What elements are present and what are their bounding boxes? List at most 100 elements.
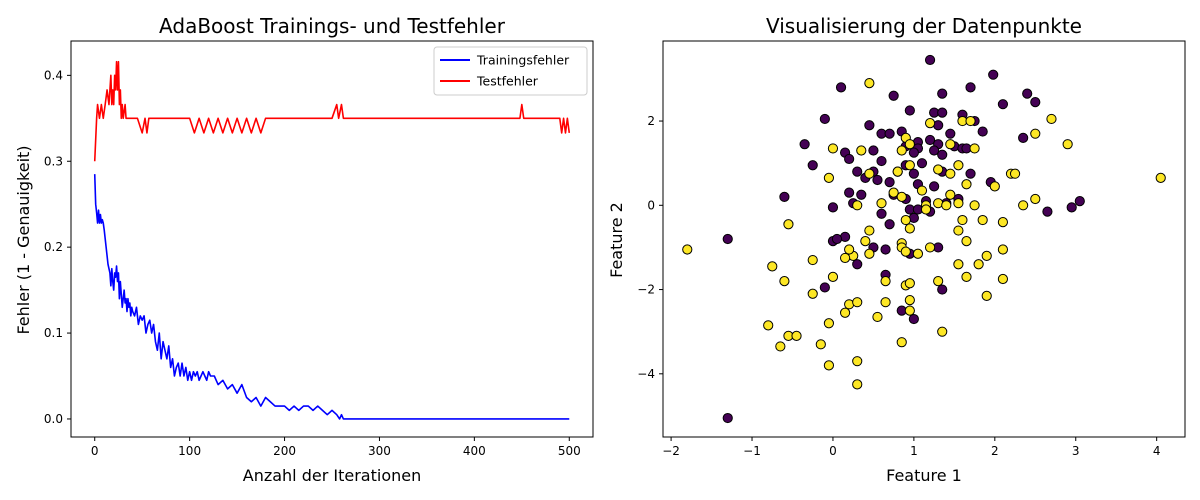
scatter-point-class-1 [933,276,944,287]
scatter-point-class-0 [929,145,940,156]
error-chart-xlabel: Anzahl der Iterationen [243,466,421,485]
x-tick-label: −1 [743,444,761,458]
scatter-point-class-1 [852,200,863,211]
x-tick-label: 2 [991,444,999,458]
scatter-point-class-0 [864,120,875,131]
scatter-point-class-1 [904,278,915,289]
scatter-point-class-0 [937,88,948,99]
scatter-point-class-0 [852,259,863,270]
x-tick-label: 1 [910,444,918,458]
scatter-point-class-0 [924,54,936,66]
scatter-point-class-1 [957,214,968,226]
scatter-point-class-1 [997,273,1009,285]
x-tick-label: 100 [178,444,201,458]
scatter-point-class-1 [876,198,887,209]
x-tick-label: 4 [1153,444,1161,458]
scatter-point-class-1 [912,248,924,259]
scatter-point-class-1 [815,339,826,350]
scatter-point-class-1 [896,145,907,156]
scatter-point-class-1 [1030,128,1041,139]
scatter-point-class-0 [831,233,843,245]
scatter-point-class-1 [953,160,964,171]
scatter-point-class-1 [682,244,693,255]
scatter-point-class-1 [904,294,915,306]
scatter-point-class-1 [864,78,875,89]
error-chart-lines [93,60,571,420]
scatter-point-class-0 [876,208,887,219]
x-tick-label: 400 [463,444,486,458]
scatter-point-class-1 [969,143,980,154]
scatter-point-class-1 [997,244,1009,255]
scatter-point-class-0 [835,82,847,93]
scatter-point-class-0 [916,158,928,169]
scatter-point-class-1 [1155,172,1166,184]
scatter-point-class-0 [884,219,895,230]
x-tick-label: 300 [368,444,391,458]
y-tick-label: 0.2 [44,240,63,254]
y-tick-label: 0.3 [44,154,63,168]
scatter-point-class-0 [856,189,867,200]
scatter-chart-frame [662,40,1186,438]
scatter-point-class-0 [1066,202,1077,213]
scatter-point-class-0 [827,202,839,213]
legend-label-train: Trainingsfehler [476,53,570,68]
scatter-point-class-1 [961,236,972,247]
scatter-point-class-0 [799,139,810,150]
scatter-point-class-0 [884,177,895,188]
legend-label-test: Testfehler [476,74,539,89]
scatter-point-class-0 [779,191,790,202]
scatter-point-class-1 [961,271,972,283]
test-error-line [93,60,571,162]
error-chart-ylabel: Fehler (1 - Genauigkeit) [14,145,33,334]
scatter-point-class-0 [872,174,883,186]
scatter-point-class-1 [852,356,863,367]
scatter-chart-title: Visualisierung der Datenpunkte [766,14,1082,38]
scatter-point-class-1 [856,145,867,156]
scatter-point-class-1 [1030,193,1041,205]
scatter-point-class-1 [924,242,936,253]
scatter-point-class-1 [945,189,956,200]
scatter-point-class-0 [819,113,830,125]
scatter-point-class-0 [965,168,976,179]
scatter-point-class-1 [864,225,875,236]
scatter-point-class-1 [900,246,911,257]
scatter-point-class-1 [965,115,976,127]
scatter-point-class-0 [844,187,855,198]
scatter-point-class-1 [852,379,863,390]
scatter-point-class-1 [880,276,891,287]
scatter-point-class-1 [779,276,790,287]
scatter-point-class-0 [988,69,999,80]
scatter-point-class-1 [823,360,835,371]
scatter-point-class-1 [839,307,851,318]
scatter-point-class-1 [981,290,992,301]
scatter-point-class-1 [791,330,802,341]
scatter-point-class-1 [783,219,794,230]
scatter-point-class-1 [807,254,818,266]
scatter-point-class-1 [864,248,875,259]
scatter-point-class-1 [807,288,818,299]
scatter-point-class-0 [868,145,879,156]
scatter-point-class-1 [953,198,964,209]
scatter-point-class-0 [722,233,733,245]
x-tick-label: −2 [662,444,680,458]
scatter-point-class-0 [908,168,919,179]
scatter-chart-points [682,54,1166,424]
scatter-point-class-1 [827,143,839,154]
error-chart: AdaBoost Trainings- und Testfehler Anzah… [14,14,594,485]
scatter-point-class-1 [904,139,915,150]
scatter-point-class-0 [965,82,976,93]
scatter-point-class-1 [827,271,839,283]
scatter-point-class-0 [888,90,899,101]
scatter-point-class-0 [1022,88,1033,99]
scatter-point-class-0 [977,126,988,137]
scatter-point-class-1 [900,214,911,226]
scatter-point-class-0 [1074,195,1085,207]
scatter-point-class-1 [961,179,972,190]
scatter-point-class-1 [973,259,984,270]
scatter-point-class-1 [823,172,835,184]
scatter-point-class-1 [896,191,907,202]
scatter-point-class-1 [981,250,992,261]
scatter-point-class-1 [763,320,774,331]
scatter-point-class-1 [969,200,980,211]
